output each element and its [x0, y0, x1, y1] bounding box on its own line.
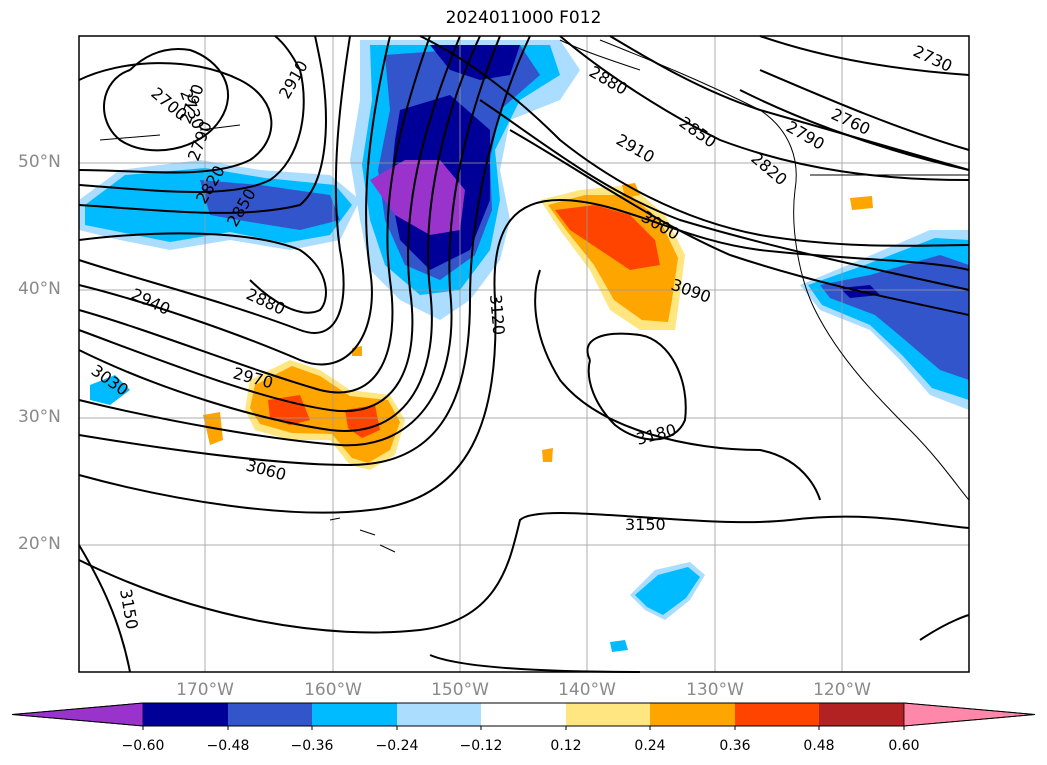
lon-label: 140°W [558, 680, 616, 700]
lon-label: 160°W [304, 680, 362, 700]
colorbar-tick-label: −0.24 [375, 738, 419, 754]
colorbar-tick-label: 0.12 [550, 738, 582, 754]
lat-label: 20°N [18, 534, 61, 554]
colorbar-tick-label: 0.36 [719, 738, 751, 754]
lon-label: 130°W [686, 680, 744, 700]
colorbar-tick-label: −0.12 [459, 738, 503, 754]
colorbar-tick-label: −0.36 [290, 738, 334, 754]
colorbar-tick-label: 0.48 [803, 738, 835, 754]
colorbar-tick-label: −0.60 [121, 738, 165, 754]
lat-label: 40°N [18, 279, 61, 299]
colorbar-tick-label: 0.60 [888, 738, 920, 754]
colorbar-tick-label: −0.48 [206, 738, 250, 754]
lon-label: 120°W [813, 680, 871, 700]
contour-label: 3150 [625, 515, 666, 534]
lon-label: 150°W [431, 680, 489, 700]
height-contours [78, 35, 970, 673]
lat-label: 50°N [18, 152, 61, 172]
colorbar-tick-label: 0.24 [634, 738, 666, 754]
plot-frame [78, 35, 970, 673]
lon-label: 170°W [176, 680, 234, 700]
coastlines [99, 39, 970, 553]
contour-label: 3120 [486, 294, 508, 336]
map-title: 2024011000 F012 [445, 8, 602, 28]
lat-label: 30°N [18, 407, 61, 427]
